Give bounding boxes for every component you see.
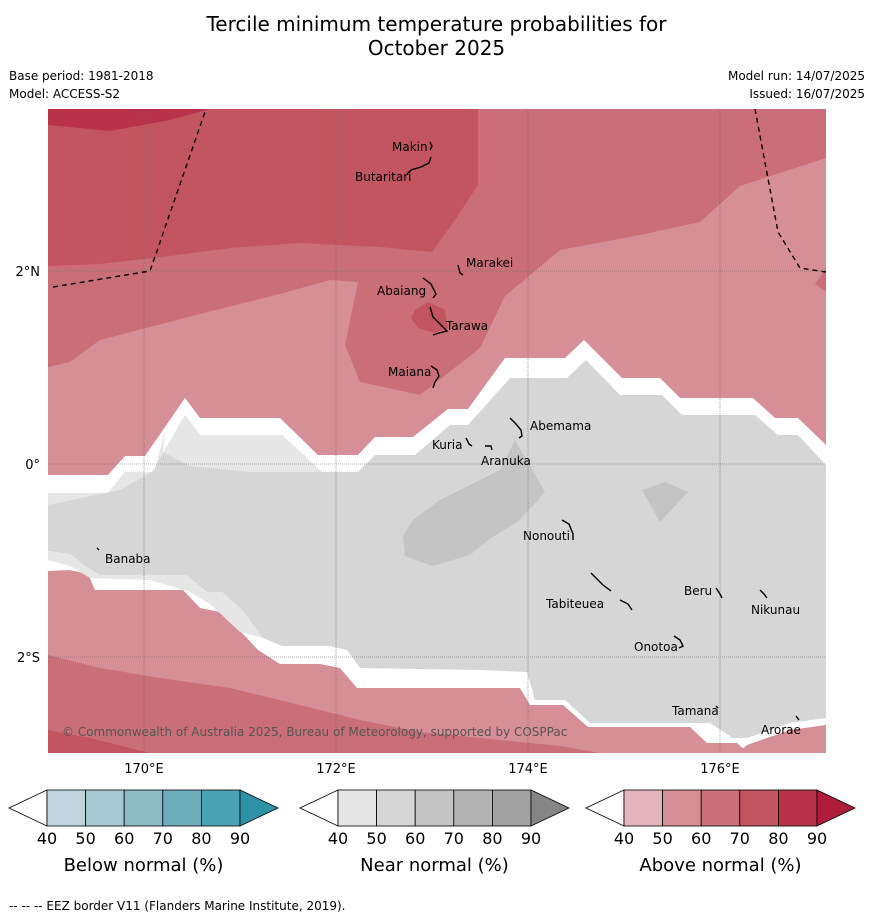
above-normal-colorbar-lower-extend bbox=[585, 789, 625, 827]
colorbars: 40 50 60 70 80 90 Below normal (%) 40 50 60 70 80 90… bbox=[8, 789, 856, 876]
place-label-kuria: Kuria bbox=[432, 438, 463, 452]
lat-tick-2n: 2°N bbox=[16, 265, 41, 280]
below-normal-colorbar-segment bbox=[46, 789, 86, 827]
model-run-text: Model run: 14/07/2025 bbox=[727, 69, 865, 83]
above-normal-70-80-north bbox=[48, 109, 478, 266]
near-normal-colorbar-segment bbox=[376, 789, 416, 827]
meta-left: Base period: 1981-2018 Model: ACCESS-S2 bbox=[9, 67, 154, 103]
footer-note: -- -- -- EEZ border V11 (Flanders Marine… bbox=[9, 899, 346, 913]
above-normal-80-90-north bbox=[48, 109, 210, 131]
place-labels: Makin Butaritari Marakei Abaiang Tarawa … bbox=[105, 140, 801, 737]
above-normal-colorbar-segment bbox=[739, 789, 779, 827]
near-normal-colorbar-tick: 60 bbox=[405, 829, 425, 848]
place-label-arorae: Arorae bbox=[761, 723, 801, 737]
above-normal-colorbar-tick: 80 bbox=[768, 829, 788, 848]
near-normal-50-60-central bbox=[403, 440, 545, 566]
below-normal-colorbar-tick: 40 bbox=[37, 829, 57, 848]
near-normal-colorbar-segment bbox=[414, 789, 455, 827]
near-normal-colorbar-upper-extend bbox=[530, 789, 570, 827]
above-normal-50-60-southeast bbox=[737, 725, 826, 753]
issued-text: Issued: 16/07/2025 bbox=[749, 87, 865, 101]
near-normal-colorbar-title: Near normal (%) bbox=[360, 855, 509, 876]
above-normal-colorbar-tick: 70 bbox=[730, 829, 750, 848]
title-line-2: October 2025 bbox=[367, 36, 506, 60]
lat-tick-2s: 2°S bbox=[17, 651, 40, 666]
below-normal-colorbar-title: Below normal (%) bbox=[64, 855, 224, 876]
below-normal-colorbar-tick: 90 bbox=[230, 829, 250, 848]
model-text: Model: ACCESS-S2 bbox=[9, 87, 121, 101]
lat-tick-0: 0° bbox=[25, 458, 40, 473]
lon-tick-176: 176°E bbox=[700, 762, 740, 777]
above-normal-colorbar-tick: 40 bbox=[614, 829, 634, 848]
near-normal-40-50-west bbox=[48, 415, 322, 505]
above-normal-60-70-south bbox=[48, 655, 600, 753]
above-normal-colorbar-upper-extend bbox=[816, 789, 856, 827]
above-normal-colorbar-segment bbox=[623, 789, 663, 827]
below-normal-colorbar-segment bbox=[200, 789, 241, 827]
base-period-text: Base period: 1981-2018 bbox=[9, 69, 154, 83]
above-normal-colorbar: 40 50 60 70 80 90 Above normal (%) bbox=[585, 789, 856, 876]
place-label-banaba: Banaba bbox=[105, 552, 151, 566]
map-area: Makin Butaritari Marakei Abaiang Tarawa … bbox=[48, 109, 826, 753]
below-normal-colorbar-segment bbox=[85, 789, 125, 827]
below-normal-colorbar: 40 50 60 70 80 90 Below normal (%) bbox=[8, 789, 279, 876]
above-normal-colorbar-tick: 60 bbox=[691, 829, 711, 848]
copyright-text: © Commonwealth of Australia 2025, Bureau… bbox=[62, 725, 567, 739]
below-normal-colorbar-tick: 60 bbox=[114, 829, 134, 848]
above-normal-colorbar-tick: 50 bbox=[652, 829, 672, 848]
gridlines bbox=[48, 109, 826, 753]
place-label-nonouti: Nonouti bbox=[523, 529, 570, 543]
below-normal-colorbar-tick: 70 bbox=[153, 829, 173, 848]
eez-border bbox=[52, 109, 826, 288]
near-normal-colorbar-lower-extend bbox=[299, 789, 339, 827]
below-normal-colorbar-upper-extend bbox=[239, 789, 279, 827]
above-normal-colorbar-segment bbox=[700, 789, 741, 827]
lon-tick-174: 174°E bbox=[508, 762, 548, 777]
place-label-aranuka: Aranuka bbox=[481, 454, 531, 468]
above-normal-70-80-tarawa bbox=[411, 302, 448, 333]
near-normal-50-60-east bbox=[642, 482, 688, 522]
near-normal-colorbar-tick: 50 bbox=[366, 829, 386, 848]
place-label-butaritari: Butaritari bbox=[355, 170, 412, 184]
below-normal-colorbar-tick: 50 bbox=[75, 829, 95, 848]
meta-right: Model run: 14/07/2025 Issued: 16/07/2025 bbox=[728, 67, 865, 103]
above-normal-colorbar-title: Above normal (%) bbox=[639, 855, 801, 876]
below-normal-colorbar-segment bbox=[162, 789, 202, 827]
below-normal-colorbar-segment bbox=[123, 789, 164, 827]
above-normal-colorbar-segment bbox=[778, 789, 818, 827]
near-normal-colorbar-tick: 70 bbox=[444, 829, 464, 848]
near-normal-colorbar: 40 50 60 70 80 90 Near normal (%) bbox=[299, 789, 570, 876]
title-line-1: Tercile minimum temperature probabilitie… bbox=[206, 12, 667, 36]
near-normal-colorbar-tick: 90 bbox=[521, 829, 541, 848]
lon-tick-170: 170°E bbox=[124, 762, 164, 777]
above-normal-60-70-east bbox=[815, 268, 826, 292]
place-label-abaiang: Abaiang bbox=[377, 284, 426, 298]
above-normal-70-80-south bbox=[48, 730, 150, 753]
above-normal-colorbar-segment bbox=[662, 789, 702, 827]
near-normal-colorbar-tick: 80 bbox=[482, 829, 502, 848]
below-normal-colorbar-tick: 80 bbox=[191, 829, 211, 848]
above-normal-colorbar-tick: 90 bbox=[807, 829, 827, 848]
near-normal-colorbar-tick: 40 bbox=[328, 829, 348, 848]
near-normal-40-50-southwest bbox=[48, 551, 263, 638]
place-label-abemama: Abemama bbox=[530, 419, 591, 433]
chart-title: Tercile minimum temperature probabilitie… bbox=[0, 12, 873, 60]
place-label-makin: Makin bbox=[392, 140, 428, 154]
place-label-onotoa: Onotoa bbox=[634, 640, 678, 654]
place-label-marakei: Marakei bbox=[466, 256, 513, 270]
place-label-tabiteuea: Tabiteuea bbox=[545, 597, 604, 611]
below-normal-colorbar-lower-extend bbox=[8, 789, 48, 827]
place-label-maiana: Maiana bbox=[388, 365, 431, 379]
place-label-tamana: Tamana bbox=[671, 704, 719, 718]
place-label-tarawa: Tarawa bbox=[445, 319, 488, 333]
lon-tick-172: 172°E bbox=[316, 762, 356, 777]
near-normal-colorbar-segment bbox=[491, 789, 532, 827]
place-label-beru: Beru bbox=[684, 584, 712, 598]
axis-labels: 170°E 172°E 174°E 176°E 2°N 0° 2°S bbox=[16, 265, 740, 777]
near-normal-colorbar-segment bbox=[337, 789, 377, 827]
island-outlines bbox=[96, 141, 800, 721]
place-label-nikunau: Nikunau bbox=[751, 603, 800, 617]
near-normal-colorbar-segment bbox=[453, 789, 493, 827]
